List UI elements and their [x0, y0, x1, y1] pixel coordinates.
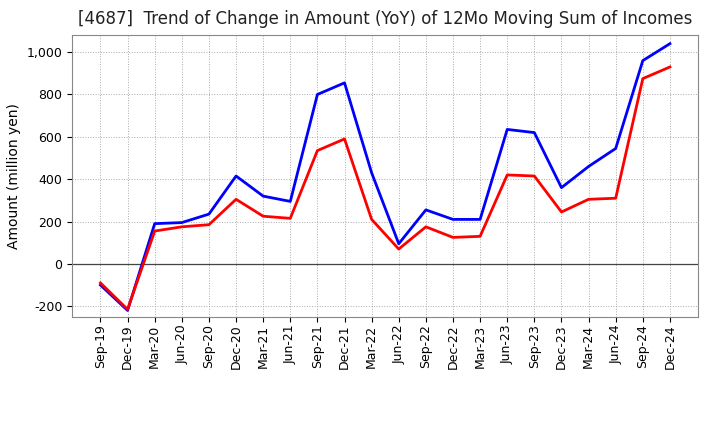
Ordinary Income — [123, 308, 132, 313]
Net Income — [557, 209, 566, 215]
Ordinary Income — [178, 220, 186, 225]
Net Income — [449, 235, 457, 240]
Net Income — [421, 224, 430, 229]
Net Income — [395, 246, 403, 252]
Y-axis label: Amount (million yen): Amount (million yen) — [7, 103, 21, 249]
Ordinary Income — [259, 194, 268, 199]
Ordinary Income — [584, 164, 593, 169]
Ordinary Income — [367, 170, 376, 176]
Ordinary Income — [313, 92, 322, 97]
Net Income — [259, 213, 268, 219]
Ordinary Income — [150, 221, 159, 226]
Ordinary Income — [341, 80, 349, 85]
Net Income — [286, 216, 294, 221]
Net Income — [665, 64, 674, 70]
Ordinary Income — [557, 185, 566, 190]
Ordinary Income — [421, 207, 430, 213]
Ordinary Income — [476, 217, 485, 222]
Net Income — [503, 172, 511, 178]
Net Income — [341, 136, 349, 142]
Net Income — [313, 148, 322, 153]
Ordinary Income — [449, 217, 457, 222]
Ordinary Income — [530, 130, 539, 135]
Ordinary Income — [286, 199, 294, 204]
Net Income — [96, 280, 105, 286]
Net Income — [123, 307, 132, 312]
Title: [4687]  Trend of Change in Amount (YoY) of 12Mo Moving Sum of Incomes: [4687] Trend of Change in Amount (YoY) o… — [78, 10, 693, 28]
Ordinary Income — [232, 173, 240, 179]
Net Income — [639, 76, 647, 81]
Net Income — [178, 224, 186, 229]
Net Income — [530, 173, 539, 179]
Line: Ordinary Income: Ordinary Income — [101, 44, 670, 311]
Net Income — [204, 222, 213, 227]
Ordinary Income — [395, 241, 403, 246]
Net Income — [232, 197, 240, 202]
Ordinary Income — [665, 41, 674, 46]
Net Income — [367, 217, 376, 222]
Ordinary Income — [96, 282, 105, 288]
Net Income — [476, 234, 485, 239]
Ordinary Income — [639, 58, 647, 63]
Ordinary Income — [611, 146, 620, 151]
Ordinary Income — [503, 127, 511, 132]
Ordinary Income — [204, 212, 213, 217]
Net Income — [150, 228, 159, 234]
Line: Net Income: Net Income — [101, 67, 670, 309]
Net Income — [611, 196, 620, 201]
Net Income — [584, 197, 593, 202]
